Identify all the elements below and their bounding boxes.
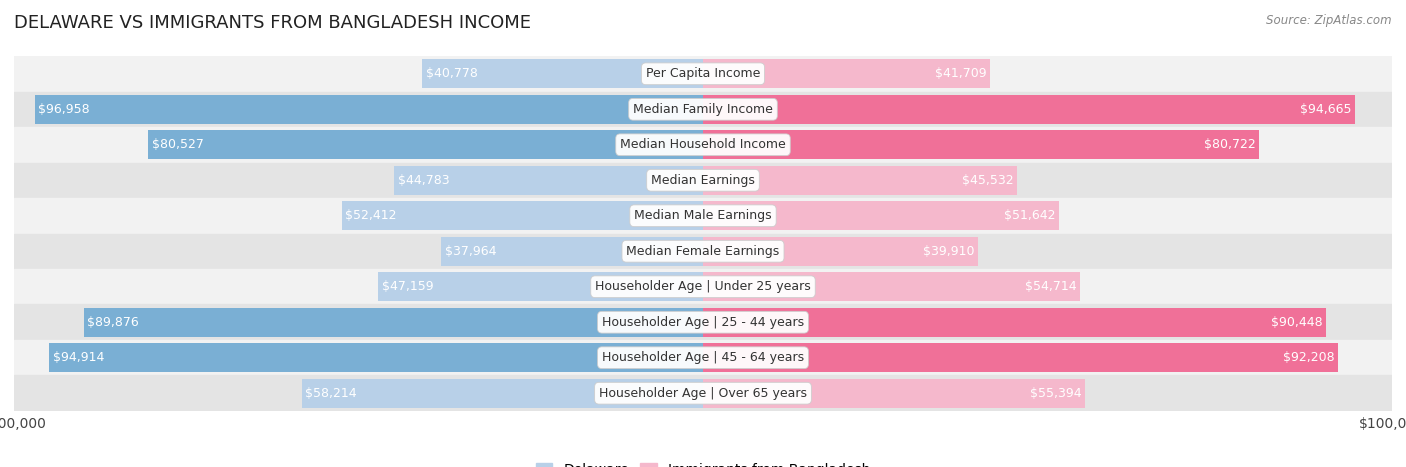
- Bar: [422, 59, 703, 88]
- Text: $45,532: $45,532: [962, 174, 1014, 187]
- Text: Per Capita Income: Per Capita Income: [645, 67, 761, 80]
- Bar: [441, 237, 703, 266]
- Text: $92,208: $92,208: [1284, 351, 1334, 364]
- Text: $40,778: $40,778: [426, 67, 478, 80]
- Text: Householder Age | 45 - 64 years: Householder Age | 45 - 64 years: [602, 351, 804, 364]
- Bar: [14, 234, 1392, 269]
- Bar: [14, 304, 1392, 340]
- Text: $94,665: $94,665: [1301, 103, 1351, 116]
- Bar: [49, 343, 703, 372]
- Text: Median Female Earnings: Median Female Earnings: [627, 245, 779, 258]
- Text: $44,783: $44,783: [398, 174, 450, 187]
- Text: $54,714: $54,714: [1025, 280, 1077, 293]
- Text: $51,642: $51,642: [1004, 209, 1056, 222]
- Bar: [14, 92, 1392, 127]
- Text: $41,709: $41,709: [935, 67, 987, 80]
- Text: Householder Age | Over 65 years: Householder Age | Over 65 years: [599, 387, 807, 400]
- Text: $39,910: $39,910: [922, 245, 974, 258]
- Bar: [342, 201, 703, 230]
- Text: $37,964: $37,964: [444, 245, 496, 258]
- Text: Source: ZipAtlas.com: Source: ZipAtlas.com: [1267, 14, 1392, 27]
- Bar: [14, 127, 1392, 163]
- Text: $96,958: $96,958: [38, 103, 90, 116]
- Bar: [84, 308, 703, 337]
- Bar: [14, 375, 1392, 411]
- Bar: [703, 95, 1355, 124]
- Text: $55,394: $55,394: [1029, 387, 1081, 400]
- Bar: [14, 340, 1392, 375]
- Text: $80,527: $80,527: [152, 138, 204, 151]
- Bar: [703, 272, 1080, 301]
- Bar: [148, 130, 703, 159]
- Text: $52,412: $52,412: [346, 209, 396, 222]
- Text: Householder Age | Under 25 years: Householder Age | Under 25 years: [595, 280, 811, 293]
- Text: $89,876: $89,876: [87, 316, 139, 329]
- Bar: [703, 308, 1326, 337]
- Bar: [703, 201, 1059, 230]
- Text: Median Household Income: Median Household Income: [620, 138, 786, 151]
- Legend: Delaware, Immigrants from Bangladesh: Delaware, Immigrants from Bangladesh: [530, 457, 876, 467]
- Bar: [703, 166, 1017, 195]
- Text: $47,159: $47,159: [381, 280, 433, 293]
- Bar: [395, 166, 703, 195]
- Text: Median Earnings: Median Earnings: [651, 174, 755, 187]
- Bar: [14, 269, 1392, 304]
- Bar: [14, 56, 1392, 92]
- Bar: [703, 130, 1260, 159]
- Text: Median Male Earnings: Median Male Earnings: [634, 209, 772, 222]
- Bar: [703, 379, 1084, 408]
- Bar: [14, 163, 1392, 198]
- Text: DELAWARE VS IMMIGRANTS FROM BANGLADESH INCOME: DELAWARE VS IMMIGRANTS FROM BANGLADESH I…: [14, 14, 531, 32]
- Text: Median Family Income: Median Family Income: [633, 103, 773, 116]
- Text: $80,722: $80,722: [1204, 138, 1256, 151]
- Bar: [703, 59, 990, 88]
- Bar: [703, 237, 979, 266]
- Text: $94,914: $94,914: [52, 351, 104, 364]
- Text: Householder Age | 25 - 44 years: Householder Age | 25 - 44 years: [602, 316, 804, 329]
- Bar: [703, 343, 1339, 372]
- Bar: [14, 198, 1392, 234]
- Bar: [378, 272, 703, 301]
- Bar: [302, 379, 703, 408]
- Bar: [35, 95, 703, 124]
- Text: $58,214: $58,214: [305, 387, 357, 400]
- Text: $90,448: $90,448: [1271, 316, 1323, 329]
